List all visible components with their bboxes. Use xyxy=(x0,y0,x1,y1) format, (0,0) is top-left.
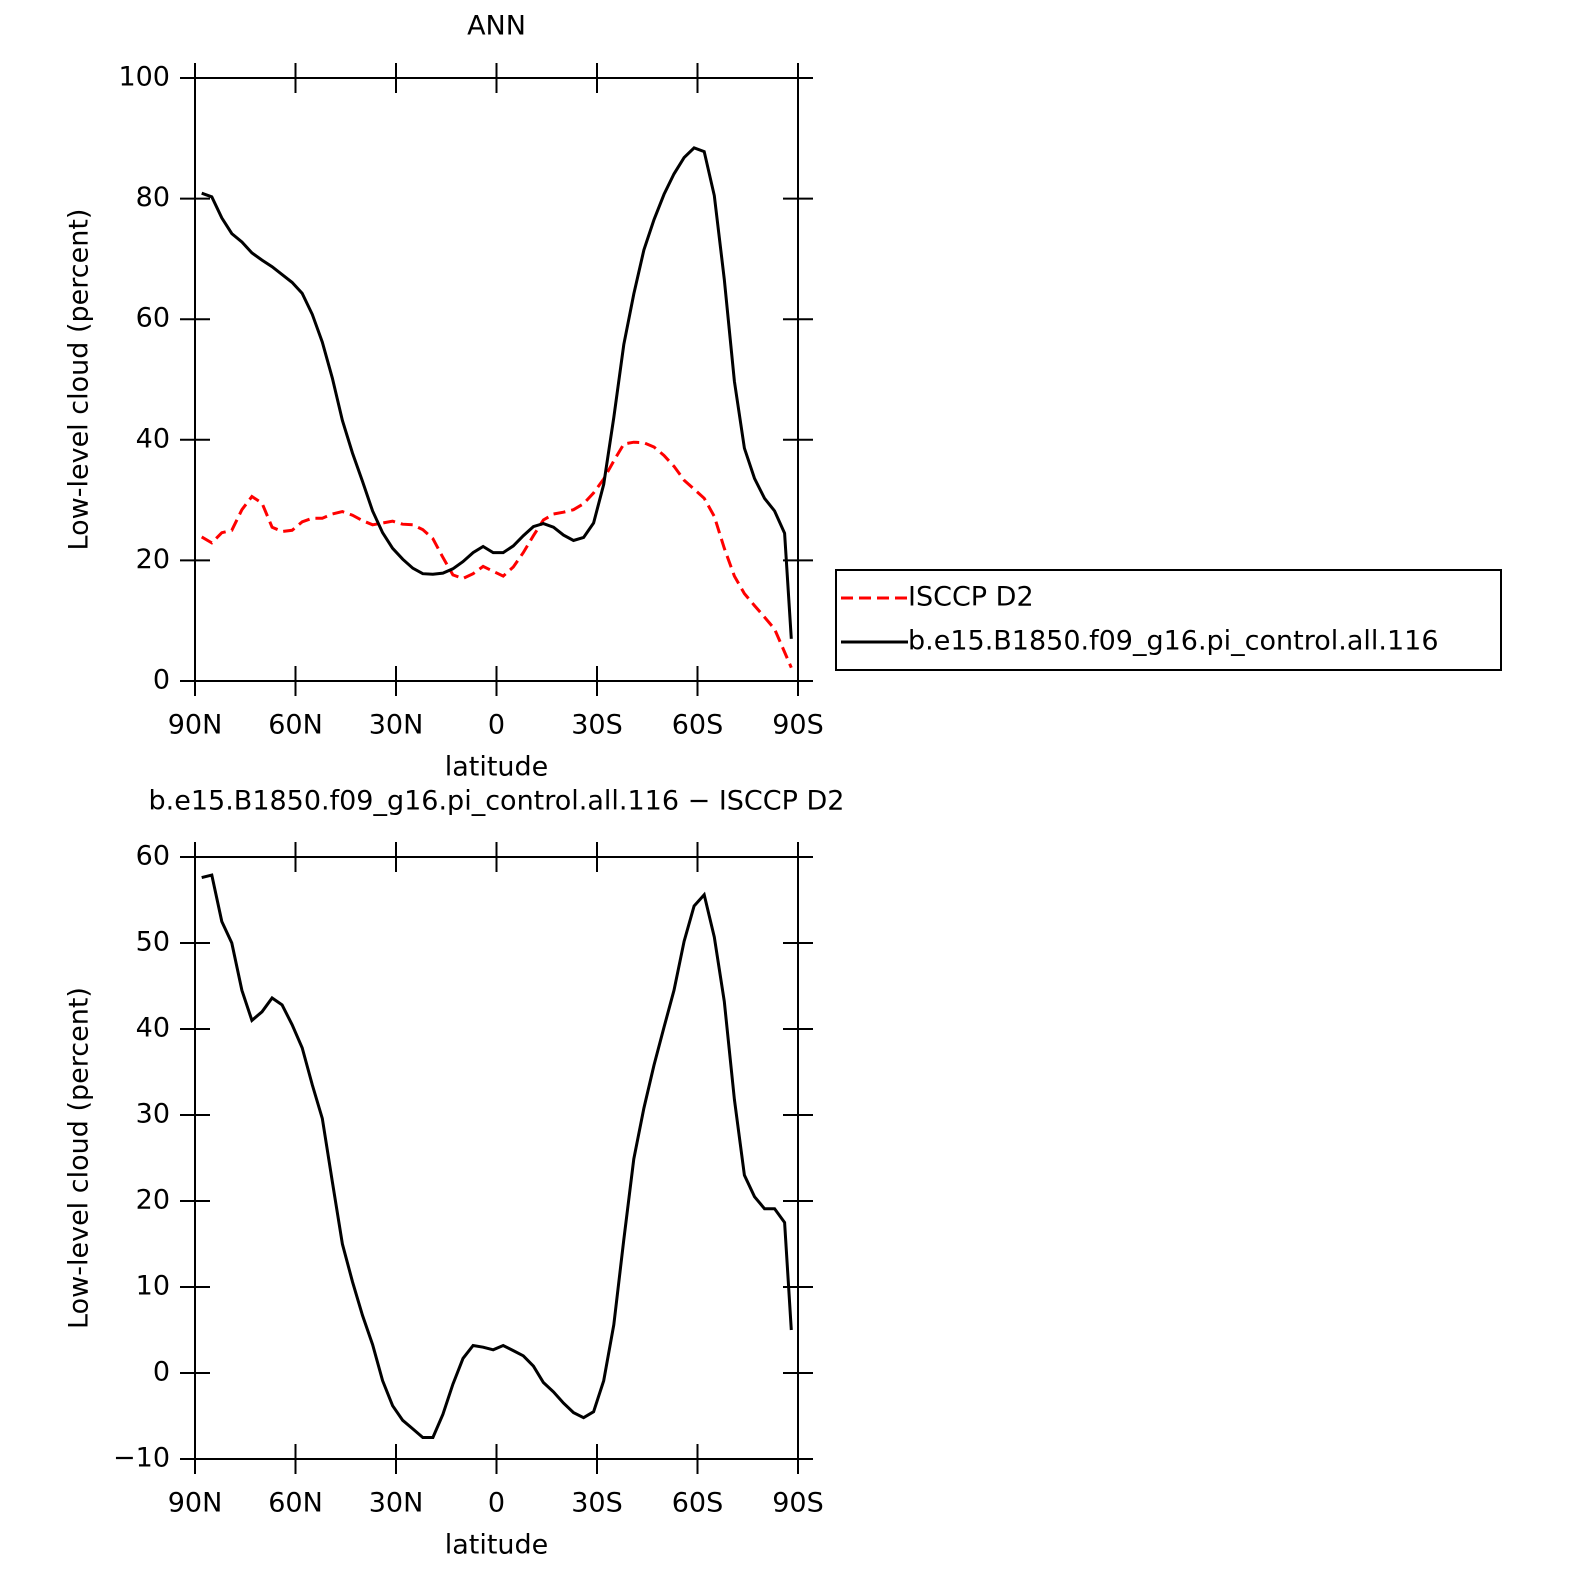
y-axis-label: Low-level cloud (percent) xyxy=(64,987,95,1329)
y-tick-label: 40 xyxy=(136,1013,170,1044)
y-tick-label: −10 xyxy=(113,1443,170,1474)
y-tick-label: 80 xyxy=(136,182,170,213)
x-tick-label: 90S xyxy=(772,1488,824,1519)
chart-title: ANN xyxy=(467,11,526,42)
x-tick-label: 90N xyxy=(168,1488,223,1519)
y-tick-label: 60 xyxy=(136,303,170,334)
y-tick-label: 60 xyxy=(136,841,170,872)
y-axis-label: Low-level cloud (percent) xyxy=(64,209,95,551)
x-tick-label: 90S xyxy=(772,710,824,741)
y-tick-label: 40 xyxy=(136,423,170,454)
data-line xyxy=(201,873,793,1439)
legend-label: b.e15.B1850.f09_g16.pi_control.all.116 xyxy=(908,626,1439,657)
chart-title: b.e15.B1850.f09_g16.pi_control.all.116 −… xyxy=(149,786,845,817)
x-tick-label: 30N xyxy=(369,710,424,741)
y-tick-label: 20 xyxy=(136,1185,170,1216)
x-tick-label: 30S xyxy=(571,710,623,741)
data-line xyxy=(201,146,793,639)
x-tick-label: 60S xyxy=(672,710,724,741)
x-tick-label: 30N xyxy=(369,1488,424,1519)
legend-box xyxy=(835,569,1502,671)
x-axis-label: latitude xyxy=(445,1530,549,1561)
x-tick-label: 0 xyxy=(488,710,505,741)
data-line xyxy=(200,440,793,669)
x-tick-label: 60S xyxy=(672,1488,724,1519)
x-tick-label: 30S xyxy=(571,1488,623,1519)
x-tick-label: 0 xyxy=(488,1488,505,1519)
plot-frame xyxy=(194,856,799,1460)
y-tick-label: 0 xyxy=(153,665,170,696)
y-tick-label: 10 xyxy=(136,1271,170,1302)
y-tick-label: 0 xyxy=(153,1357,170,1388)
legend-label: ISCCP D2 xyxy=(908,582,1034,613)
y-tick-label: 30 xyxy=(136,1099,170,1130)
x-axis-label: latitude xyxy=(445,752,549,783)
y-tick-label: 20 xyxy=(136,544,170,575)
y-tick-label: 100 xyxy=(118,62,170,93)
x-tick-label: 90N xyxy=(168,710,223,741)
x-tick-label: 60N xyxy=(268,710,323,741)
y-tick-label: 50 xyxy=(136,927,170,958)
x-tick-label: 60N xyxy=(268,1488,323,1519)
